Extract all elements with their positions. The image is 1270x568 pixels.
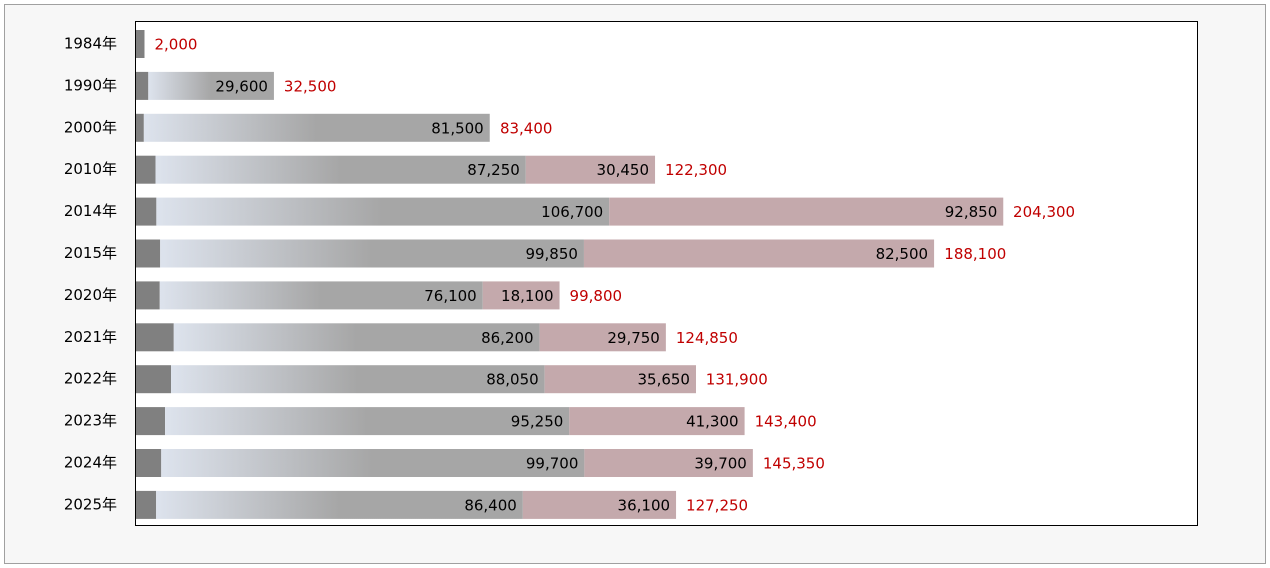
bar-segment: [136, 407, 166, 436]
total-label: 124,850: [676, 329, 738, 347]
bar-segment: [148, 71, 274, 100]
bar-segment: [136, 155, 156, 184]
y-tick-label: 1990年: [64, 76, 117, 94]
value-label: 99,850: [525, 245, 578, 263]
value-label: 82,500: [876, 245, 929, 263]
bar-segment: [482, 281, 560, 310]
value-label: 92,850: [945, 203, 998, 221]
y-tick-label: 2022年: [64, 370, 117, 388]
y-tick-label: 2020年: [64, 286, 117, 304]
total-label: 204,300: [1013, 203, 1075, 221]
total-label: 2,000: [154, 36, 197, 54]
total-label: 122,300: [665, 161, 727, 179]
y-tick-label: 2000年: [64, 118, 117, 136]
value-label: 36,100: [618, 496, 671, 514]
plot-area: [135, 21, 1198, 526]
y-tick-label: 2025年: [64, 495, 117, 513]
value-label: 18,100: [501, 287, 554, 305]
bar-segment: [136, 113, 144, 142]
total-label: 32,500: [284, 77, 337, 95]
value-label: 99,700: [526, 455, 579, 473]
value-label: 87,250: [467, 161, 520, 179]
total-label: 99,800: [570, 287, 623, 305]
bar-segment: [583, 239, 935, 268]
total-label: 145,350: [763, 455, 825, 473]
bar-segment: [539, 323, 666, 352]
y-tick-label: 2024年: [64, 454, 117, 472]
bar-segment: [136, 197, 157, 226]
y-tick-label: 1984年: [64, 35, 117, 53]
total-label: 188,100: [944, 245, 1006, 263]
total-label: 143,400: [755, 413, 817, 431]
value-label: 86,200: [481, 329, 534, 347]
bar-segment: [136, 239, 161, 268]
value-label: 30,450: [597, 161, 650, 179]
bar-segment: [544, 365, 696, 394]
bar-segment: [136, 449, 162, 477]
value-label: 29,600: [215, 77, 268, 95]
value-label: 29,750: [607, 329, 660, 347]
value-label: 35,650: [637, 371, 690, 389]
value-label: 81,500: [431, 119, 484, 137]
bar-segment: [136, 281, 160, 310]
bar-segment: [136, 30, 145, 58]
bar-segment: [165, 407, 570, 436]
value-label: 39,700: [694, 455, 747, 473]
bar-segment: [171, 365, 545, 394]
bar-segment: [143, 113, 490, 142]
value-label: 95,250: [511, 413, 564, 431]
bar-segment: [161, 449, 585, 477]
total-label: 83,400: [500, 119, 553, 137]
value-label: 41,300: [686, 413, 739, 431]
bar-segment: [159, 281, 483, 310]
y-tick-label: 2014年: [64, 202, 117, 220]
value-label: 86,400: [464, 496, 517, 514]
bar-segment: [173, 323, 540, 352]
bar-segment: [136, 323, 174, 352]
value-label: 76,100: [424, 287, 477, 305]
total-label: 131,900: [706, 371, 768, 389]
bar-segment: [569, 407, 745, 436]
y-tick-label: 2010年: [64, 160, 117, 178]
bar-segment: [136, 71, 149, 100]
bar-segment: [609, 197, 1004, 226]
y-tick-label: 2021年: [64, 328, 117, 346]
bar-segment: [155, 155, 526, 184]
bar-segment: [160, 239, 584, 268]
total-label: 127,250: [686, 496, 748, 514]
bar-segment: [156, 490, 523, 519]
bar-segment: [136, 365, 172, 394]
y-tick-label: 2015年: [64, 244, 117, 262]
value-label: 88,050: [486, 371, 539, 389]
y-tick-label: 2023年: [64, 412, 117, 430]
bar-segment: [584, 449, 753, 477]
bar-segment: [156, 197, 610, 226]
bar-segment: [525, 155, 656, 184]
value-label: 106,700: [541, 203, 603, 221]
bar-segment: [522, 490, 677, 519]
bar-segment: [136, 490, 157, 519]
